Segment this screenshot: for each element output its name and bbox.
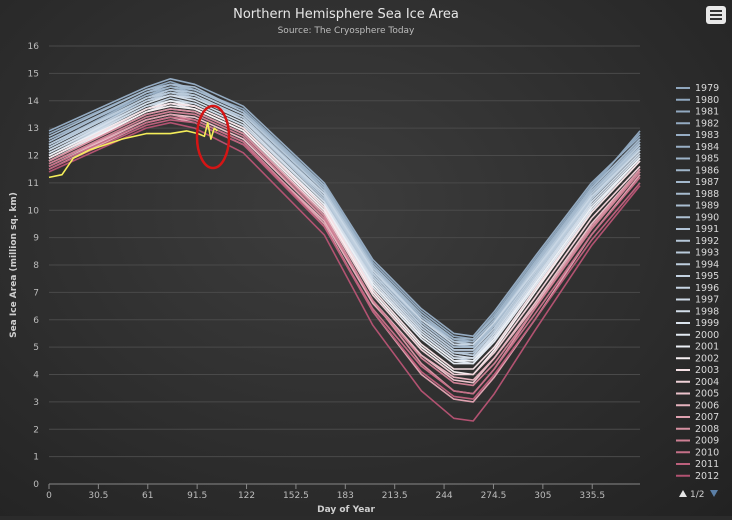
legend-item-2001[interactable]: 2001 (695, 342, 719, 353)
legend-pager-text: 1/2 (690, 490, 704, 500)
legend-item-2009[interactable]: 2009 (695, 436, 719, 447)
series-line-2010[interactable] (48, 116, 641, 395)
legend-item-1983[interactable]: 1983 (695, 130, 719, 141)
series-line-2003[interactable] (48, 102, 641, 370)
grid-lines (49, 45, 640, 458)
legend-item-1985[interactable]: 1985 (695, 154, 719, 165)
series-line-1980[interactable] (48, 80, 641, 340)
legend-item-1995[interactable]: 1995 (695, 271, 719, 282)
legend-item-1986[interactable]: 1986 (695, 165, 719, 176)
legend-item-2002[interactable]: 2002 (695, 353, 719, 364)
legend-item-2008[interactable]: 2008 (695, 424, 719, 435)
y-tick-label: 7 (33, 288, 39, 298)
legend-item-1987[interactable]: 1987 (695, 177, 719, 188)
series-line-2001[interactable] (48, 100, 641, 362)
series-line-2002[interactable] (48, 105, 641, 376)
series-line-1986[interactable] (48, 86, 641, 340)
legend-item-2007[interactable]: 2007 (695, 412, 719, 423)
x-tick-label: 30.5 (88, 491, 108, 501)
y-tick-label: 3 (33, 398, 39, 408)
legend-item-2010[interactable]: 2010 (695, 447, 719, 458)
legend-item-2000[interactable]: 2000 (695, 330, 719, 341)
x-tick-label: 122 (238, 491, 255, 501)
y-tick-label: 5 (33, 343, 39, 353)
legend-item-1988[interactable]: 1988 (695, 189, 719, 200)
x-axis-ticks: 0 30.5 61 91.5 122 152.5 183 213.5 244 274.5 305 33… (46, 484, 605, 501)
legend-item-1981[interactable]: 1981 (695, 107, 719, 118)
y-axis-title: Sea Ice Area (million sq. km) (9, 192, 19, 338)
chart-subtitle: Source: The Cryosphere Today (278, 26, 415, 36)
legend-item-1984[interactable]: 1984 (695, 142, 719, 153)
series-line-1993[interactable] (48, 91, 641, 357)
y-tick-label: 6 (33, 316, 39, 326)
legend-item-1998[interactable]: 1998 (695, 306, 719, 317)
legend: 1979198019811982198319841985198619871988… (676, 83, 719, 482)
triangle-down-icon[interactable] (710, 490, 718, 497)
legend-item-1993[interactable]: 1993 (695, 248, 719, 259)
x-tick-label: 183 (337, 491, 354, 501)
legend-item-1990[interactable]: 1990 (695, 212, 719, 223)
y-tick-label: 15 (28, 69, 39, 79)
legend-item-1994[interactable]: 1994 (695, 259, 719, 270)
legend-item-1997[interactable]: 1997 (695, 295, 719, 306)
series-line-2012[interactable] (48, 121, 641, 422)
x-tick-label: 213.5 (382, 491, 408, 501)
legend-item-2005[interactable]: 2005 (695, 389, 719, 400)
series-line-2013[interactable] (48, 121, 218, 179)
hamburger-menu-icon[interactable] (706, 6, 726, 24)
y-tick-label: 4 (33, 371, 39, 381)
x-tick-label: 274.5 (481, 491, 507, 501)
legend-item-1979[interactable]: 1979 (695, 83, 719, 94)
legend-item-1980[interactable]: 1980 (695, 95, 719, 106)
y-tick-label: 16 (28, 42, 40, 52)
series-line-1998[interactable] (48, 94, 641, 359)
y-tick-label: 12 (28, 152, 39, 162)
y-tick-label: 0 (33, 480, 39, 490)
legend-item-2003[interactable]: 2003 (695, 365, 719, 376)
y-tick-label: 9 (33, 234, 39, 244)
y-tick-label: 14 (28, 97, 40, 107)
series-line-2011[interactable] (48, 119, 641, 400)
series-line-1982[interactable] (48, 78, 641, 338)
x-tick-label: 244 (435, 491, 452, 501)
x-tick-label: 152.5 (283, 491, 309, 501)
y-tick-label: 1 (33, 453, 39, 463)
legend-item-1982[interactable]: 1982 (695, 118, 719, 129)
series-lines (48, 78, 641, 422)
x-axis-title: Day of Year (317, 505, 375, 515)
x-tick-label: 91.5 (187, 491, 207, 501)
series-line-1992[interactable] (48, 89, 641, 346)
legend-item-1989[interactable]: 1989 (695, 201, 719, 212)
y-tick-label: 11 (28, 179, 39, 189)
legend-item-2004[interactable]: 2004 (695, 377, 719, 388)
chart-title: Northern Hemisphere Sea Ice Area (233, 7, 459, 22)
legend-pager: 1/2 (679, 490, 718, 500)
x-tick-label: 335.5 (579, 491, 605, 501)
y-tick-label: 2 (33, 425, 39, 435)
y-tick-label: 8 (33, 261, 39, 271)
y-tick-label: 13 (28, 124, 39, 134)
annotation-circle (195, 104, 231, 170)
x-tick-label: 0 (46, 491, 52, 501)
legend-item-1992[interactable]: 1992 (695, 236, 719, 247)
legend-item-1996[interactable]: 1996 (695, 283, 719, 294)
x-tick-label: 61 (142, 491, 153, 501)
legend-item-2012[interactable]: 2012 (695, 471, 719, 482)
legend-item-1999[interactable]: 1999 (695, 318, 719, 329)
x-tick-label: 305 (534, 491, 551, 501)
series-line-2009[interactable] (48, 110, 641, 387)
legend-item-1991[interactable]: 1991 (695, 224, 719, 235)
legend-item-2011[interactable]: 2011 (695, 459, 719, 470)
triangle-up-icon[interactable] (679, 490, 687, 497)
y-tick-label: 10 (28, 206, 40, 216)
legend-item-2006[interactable]: 2006 (695, 400, 719, 411)
